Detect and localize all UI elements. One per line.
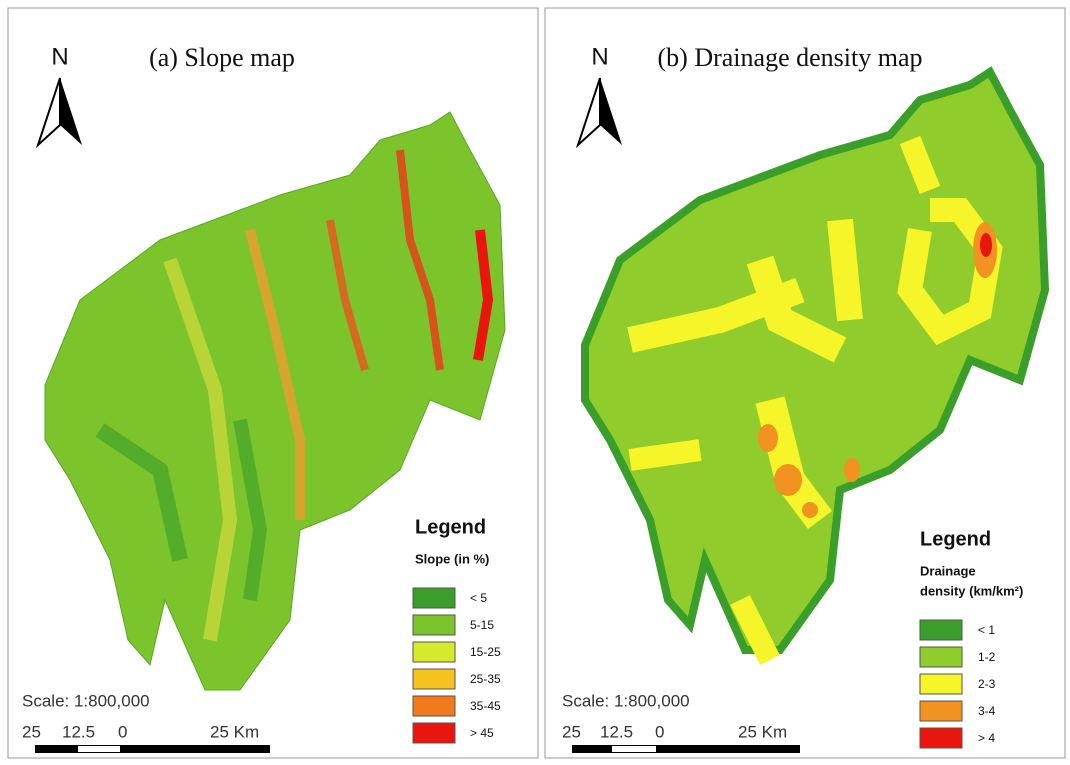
scale-text: Scale: 1:800,000 — [22, 691, 150, 710]
legend-label: < 5 — [470, 591, 487, 605]
legend-label: 2-3 — [978, 677, 996, 691]
scale-bar — [612, 746, 656, 752]
legend-subtitle: density (km/km²) — [920, 583, 1023, 598]
scale-tick: 0 — [118, 722, 127, 741]
scale-bar — [572, 745, 800, 753]
legend-label: > 4 — [978, 731, 995, 745]
legend-swatch — [920, 728, 962, 748]
legend-subtitle: Slope (in %) — [415, 551, 489, 566]
scale-tick: 12.5 — [62, 722, 95, 741]
drainage-map — [585, 72, 1045, 660]
scale-tick: 12.5 — [600, 722, 633, 741]
legend-subtitle: Drainage — [920, 563, 976, 578]
north-arrow — [38, 78, 60, 145]
north-arrow — [60, 78, 82, 145]
legend-label: 1-2 — [978, 650, 996, 664]
north-arrow — [578, 78, 600, 145]
scale-text: Scale: 1:800,000 — [562, 691, 690, 710]
legend-label: 35-45 — [470, 699, 501, 713]
legend-swatch — [413, 615, 455, 635]
legend-label: 15-25 — [470, 645, 501, 659]
scale-tick: 25 Km — [210, 722, 259, 741]
scale-tick: 25 Km — [738, 722, 787, 741]
legend-swatch — [413, 669, 455, 689]
legend-title: Legend — [920, 528, 991, 550]
legend-label: 5-15 — [470, 618, 494, 632]
legend-swatch — [413, 588, 455, 608]
legend-swatch — [920, 674, 962, 694]
legend-swatch — [413, 696, 455, 716]
map-title: (b) Drainage density map — [658, 43, 923, 72]
map-figure: N (a) Slope map Legend Slope (in %) < 5 5-15 1… — [0, 0, 1070, 765]
map-title: (a) Slope map — [149, 43, 295, 72]
north-label: N — [591, 43, 608, 70]
north-label: N — [51, 43, 68, 70]
north-arrow — [600, 78, 622, 145]
legend-label: < 1 — [978, 623, 995, 637]
scale-tick: 25 — [562, 722, 581, 741]
legend-title: Legend — [415, 516, 486, 538]
legend-swatch — [920, 701, 962, 721]
legend-label: 25-35 — [470, 672, 501, 686]
scale-bar — [35, 745, 270, 753]
scale-tick: 0 — [655, 722, 664, 741]
scale-bar — [78, 746, 120, 752]
legend-swatch — [920, 647, 962, 667]
legend-label: 3-4 — [978, 704, 996, 718]
scale-tick: 25 — [22, 722, 41, 741]
legend-swatch — [413, 642, 455, 662]
legend-swatch — [920, 620, 962, 640]
legend-label: > 45 — [470, 726, 494, 740]
legend-swatch — [413, 723, 455, 743]
